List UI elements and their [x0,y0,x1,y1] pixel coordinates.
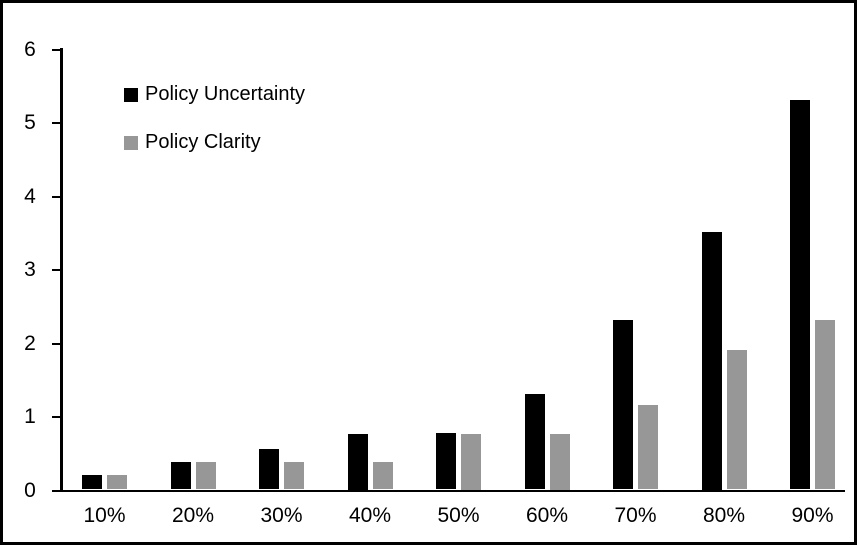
bar-policy-clarity-20% [195,462,216,490]
legend-swatch-policy-clarity [124,135,138,150]
y-axis-tick-label: 1 [24,405,36,428]
x-axis-label: 70% [614,504,657,527]
y-axis-tick-label: 0 [24,478,36,502]
x-axis-label: 10% [83,504,126,527]
legend-label-policy-clarity: Policy Clarity [145,131,261,153]
x-axis-label: 80% [702,504,746,527]
bar-policy-uncertainty-50% [436,432,456,490]
y-axis-tick [52,489,61,492]
y-axis-tick-label: 2 [24,331,36,355]
y-axis [60,48,63,492]
legend: Policy Uncertainty Policy Clarity [124,83,305,179]
y-axis-tick [52,48,61,51]
x-axis-label: 20% [171,504,215,527]
bar-policy-clarity-30% [284,462,304,490]
bar-policy-clarity-10% [107,474,127,490]
bar-policy-clarity-90% [815,320,835,490]
bar-policy-uncertainty-40% [347,434,368,490]
x-axis-label: 40% [348,504,392,527]
bar-policy-uncertainty-70% [613,320,633,490]
y-axis-tick [52,416,61,418]
bar-policy-clarity-50% [461,434,481,490]
bar-policy-clarity-60% [549,434,570,490]
bar-policy-uncertainty-30% [259,449,279,490]
legend-label-policy-uncertainty: Policy Uncertainty [145,83,306,105]
bar-policy-uncertainty-20% [170,462,191,490]
x-axis-label: 90% [791,504,834,527]
x-axis-label: 60% [525,504,569,527]
legend-item-policy-clarity: Policy Clarity [124,131,305,154]
bar-policy-uncertainty-80% [701,232,722,490]
x-axis [59,489,845,492]
legend-item-policy-uncertainty: Policy Uncertainty [124,83,305,106]
bar-policy-clarity-70% [638,404,658,490]
y-axis-tick [52,122,61,124]
y-axis-tick-label: 5 [24,111,36,134]
x-axis-label: 50% [437,504,480,527]
bar-policy-uncertainty-60% [524,393,545,490]
y-axis-tick-label: 6 [24,37,36,61]
y-axis-tick [52,269,61,271]
bar-policy-uncertainty-90% [790,99,810,490]
y-axis-tick-label: 4 [24,184,36,208]
bar-policy-clarity-80% [726,349,747,490]
y-axis-tick-label: 3 [24,258,36,281]
bar-policy-uncertainty-10% [82,474,102,490]
y-axis-tick [52,195,61,198]
legend-swatch-policy-uncertainty [124,87,138,102]
y-axis-tick [52,342,61,345]
x-axis-label: 30% [260,504,303,527]
bar-policy-clarity-40% [372,462,393,490]
